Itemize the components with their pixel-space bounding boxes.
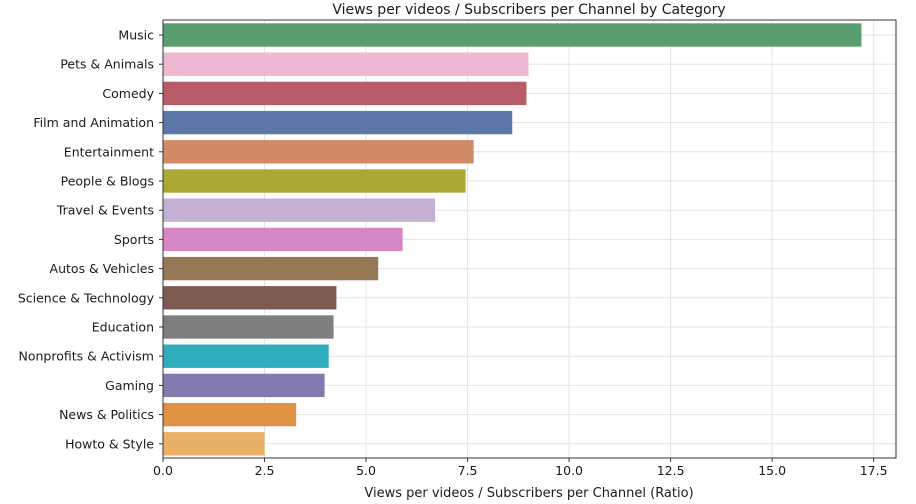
bars [163,23,862,456]
bar [163,373,325,398]
x-tick-label: 10.0 [555,463,583,478]
bar [163,23,862,47]
x-tick-label: 7.5 [458,463,478,478]
y-tick-label: Science & Technology [18,290,155,305]
y-tick-label: Entertainment [64,144,154,159]
bar [163,315,334,339]
y-tick-label: People & Blogs [61,174,154,189]
x-tick-label: 17.5 [860,463,888,478]
y-tick-label: Pets & Animals [60,57,154,72]
y-tick-label: Nonprofits & Activism [19,349,155,364]
y-axis: Music Pets & Animals Comedy Film and Animat… [18,28,163,451]
bar [163,169,466,193]
bar [163,52,529,76]
y-tick-label: Howto & Style [65,436,154,451]
y-tick-label: News & Politics [59,407,154,422]
bar [163,256,379,281]
bar [163,286,337,310]
y-tick-label: Gaming [105,378,154,393]
bar [163,81,527,106]
x-axis-title: Views per videos / Subscribers per Chann… [364,486,693,500]
bar [163,198,436,222]
y-tick-label: Education [92,320,154,335]
y-tick-label: Autos & Vehicles [50,261,154,276]
bar [163,432,265,456]
y-tick-label: Travel & Events [56,203,154,218]
y-tick-label: Comedy [102,86,154,101]
y-tick-label: Music [118,28,154,43]
bar [163,402,297,427]
x-tick-label: 5.0 [356,463,376,478]
y-tick-label: Sports [114,232,154,247]
x-tick-label: 0.0 [153,463,173,478]
x-tick-label: 12.5 [657,463,685,478]
x-tick-label: 2.5 [255,463,275,478]
bar [163,140,474,164]
chart-title: Views per videos / Subscribers per Chann… [332,2,725,18]
y-tick-label: Film and Animation [33,115,154,130]
bar [163,344,329,368]
x-tick-label: 15.0 [758,463,786,478]
x-axis: 0.0 2.5 5.0 7.5 10.0 12.5 15.0 17.5 [153,458,888,478]
bar [163,110,513,135]
bar [163,227,403,252]
